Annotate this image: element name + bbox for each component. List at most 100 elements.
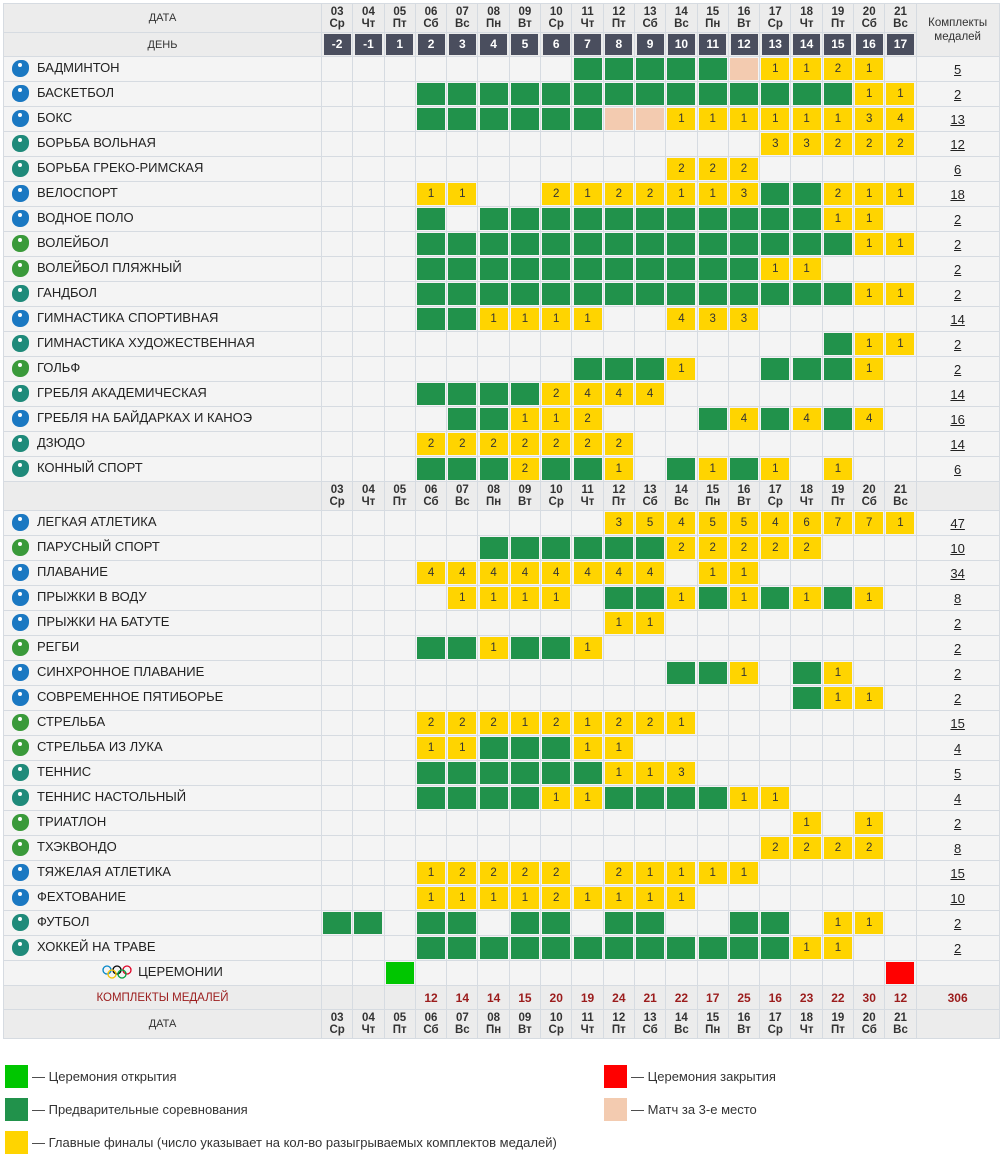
sport-medal-count-link[interactable]: 15	[950, 715, 965, 731]
schedule-cell	[414, 356, 448, 382]
schedule-cell	[352, 885, 385, 911]
schedule-cell	[665, 610, 698, 636]
schedule-cell	[696, 331, 729, 357]
sport-medal-count-link[interactable]: 2	[954, 940, 962, 956]
schedule-cell: 1	[759, 106, 792, 132]
schedule-cell: 1	[853, 181, 886, 207]
schedule-cell	[884, 635, 917, 661]
sport-pictogram-icon	[12, 513, 29, 531]
date-number: 05	[393, 484, 407, 496]
schedule-cell	[696, 910, 729, 936]
schedule-cell	[320, 81, 354, 107]
sport-name-cell: БАСКЕТБОЛ	[3, 81, 322, 107]
sport-medal-count-link[interactable]: 8	[954, 590, 962, 606]
schedule-cell	[477, 960, 510, 986]
final-mark: 4	[573, 383, 602, 405]
schedule-cell	[633, 735, 667, 761]
date-header-cell: 13 Сб	[633, 481, 667, 511]
day-of-week: Чт	[580, 496, 595, 508]
sport-medal-count-link[interactable]: 34	[950, 565, 965, 581]
schedule-cell	[665, 56, 698, 82]
sport-medal-count-link[interactable]: 12	[950, 136, 965, 152]
final-mark: 1	[667, 712, 696, 734]
date-header-cell: 10 Ср	[540, 1009, 573, 1039]
schedule-cell	[665, 206, 698, 232]
sport-pictogram-icon	[12, 663, 29, 681]
preliminary-mark	[698, 58, 727, 80]
schedule-cell	[446, 231, 479, 257]
schedule-cell	[571, 331, 604, 357]
schedule-cell	[446, 785, 479, 811]
preliminary-mark	[510, 762, 539, 784]
sport-medal-count-link[interactable]: 15	[950, 865, 965, 881]
sport-medal-count-link[interactable]: 10	[950, 890, 965, 906]
schedule-cell	[727, 810, 761, 836]
day-number-badge: -1	[354, 34, 382, 55]
sport-medal-count-link[interactable]: 2	[954, 261, 962, 277]
sport-medal-count-link[interactable]: 8	[954, 840, 962, 856]
sport-medal-count-link[interactable]: 18	[950, 186, 965, 202]
schedule-cell	[383, 935, 416, 961]
sport-medal-count-link[interactable]: 4	[954, 790, 962, 806]
sport-medal-count-cell: 15	[915, 860, 1000, 886]
sport-medal-count-link[interactable]: 6	[954, 461, 962, 477]
sport-medal-count-link[interactable]: 47	[950, 515, 965, 531]
schedule-cell	[727, 456, 761, 482]
preliminary-mark	[323, 912, 352, 934]
sport-medal-count-link[interactable]: 4	[954, 740, 962, 756]
schedule-cell	[884, 256, 917, 282]
sport-medal-count-link[interactable]: 16	[950, 411, 965, 427]
schedule-cell	[446, 935, 479, 961]
schedule-cell: 1	[884, 231, 917, 257]
date-header-cell: 08 Пн	[477, 481, 510, 511]
sport-medal-count-link[interactable]: 2	[954, 690, 962, 706]
sport-medal-count-link[interactable]: 6	[954, 161, 962, 177]
preliminary-mark	[479, 937, 508, 959]
preliminary-mark	[604, 358, 633, 380]
schedule-cell	[571, 231, 604, 257]
schedule-cell	[446, 256, 479, 282]
schedule-cell	[884, 760, 917, 786]
final-mark: 1	[698, 562, 727, 584]
schedule-cell: 1	[665, 356, 698, 382]
sport-name-cell: ГОЛЬФ	[3, 356, 322, 382]
sport-medal-count-link[interactable]: 2	[954, 815, 962, 831]
sport-medal-count-link[interactable]: 2	[954, 86, 962, 102]
sport-medal-count-link[interactable]: 2	[954, 665, 962, 681]
sport-medal-count-link[interactable]: 14	[950, 386, 965, 402]
sport-pictogram-icon	[12, 863, 29, 881]
sport-pictogram-icon	[12, 134, 29, 152]
sport-medal-count-link[interactable]: 2	[954, 915, 962, 931]
preliminary-mark	[417, 208, 446, 230]
schedule-cell	[790, 331, 823, 357]
sport-medal-count-link[interactable]: 2	[954, 640, 962, 656]
sport-medal-count-link[interactable]: 13	[950, 111, 965, 127]
sport-medal-count-link[interactable]: 2	[954, 336, 962, 352]
sport-medal-count-link[interactable]: 2	[954, 615, 962, 631]
schedule-cell	[446, 406, 479, 432]
sport-medal-count-link[interactable]: 2	[954, 211, 962, 227]
schedule-cell	[540, 660, 573, 686]
sport-medal-count-link[interactable]: 2	[954, 236, 962, 252]
sport-medal-count-link[interactable]: 14	[950, 311, 965, 327]
sport-medal-count-link[interactable]: 14	[950, 436, 965, 452]
sport-row: ВОДНОЕ ПОЛО 1 1 2	[3, 206, 1000, 232]
sport-medal-count-link[interactable]: 5	[954, 765, 962, 781]
schedule-cell	[665, 406, 698, 432]
sport-medal-count-link[interactable]: 2	[954, 361, 962, 377]
schedule-cell	[446, 760, 479, 786]
sport-medal-count-cell: 2	[915, 231, 1000, 257]
sport-medal-count-link[interactable]: 2	[954, 286, 962, 302]
schedule-cell: 2	[665, 156, 698, 182]
schedule-cell	[790, 610, 823, 636]
schedule-cell	[790, 735, 823, 761]
schedule-cell	[602, 935, 635, 961]
schedule-cell: 2	[540, 431, 573, 457]
day-number-badge: 15	[824, 34, 852, 55]
sport-medal-count-link[interactable]: 10	[950, 540, 965, 556]
final-mark: 1	[667, 862, 696, 884]
final-mark: 1	[667, 358, 696, 380]
sport-medal-count-link[interactable]: 5	[954, 61, 962, 77]
final-mark: 7	[855, 512, 884, 534]
day-number-row: ДЕНЬ -2 -1 1 2 3 4 5 6 7 8 9 10 11 12 13 14 15 16 17	[3, 32, 1000, 57]
